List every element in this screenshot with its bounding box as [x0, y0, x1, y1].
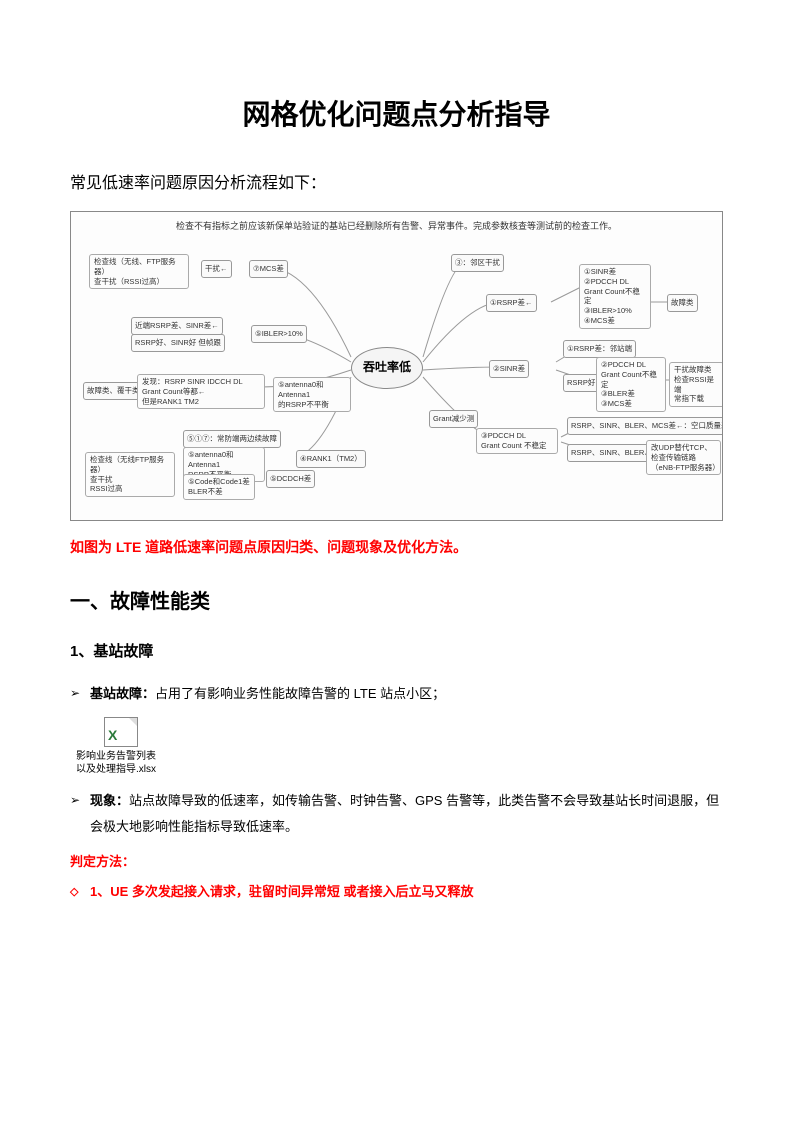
bullet-2: ➢ 现象：站点故障导致的低速率，如传输告警、时钟告警、GPS 告警等，此类告警不… [70, 788, 723, 840]
diagram-caption: 如图为 LTE 道路低速率问题点原因归类、问题现象及优化方法。 [70, 535, 723, 560]
right-node-2: ②SINR差 [489, 360, 529, 378]
excel-file-icon: X [104, 717, 138, 747]
right-node-1-label: ①RSRP差← [486, 294, 537, 312]
left-branch-7: ⑦MCS差 [249, 260, 288, 278]
right-node-2-group: ②PDCCH DLGrant Count不稳定③BLER差③MCS差 [596, 357, 666, 412]
left-node-3-label: 发现：RSRP SINR IDCCH DL Grant Count等都←但是RA… [137, 374, 265, 409]
left-node-2b: RSRP好、SINR好 但帧跟 [131, 334, 225, 352]
bullet-arrow-icon: ➢ [70, 788, 90, 812]
excel-x-glyph: X [108, 723, 117, 748]
right-node-3a: RSRP、SINR、BLER、MCS差←：空口质量差、故障点 [567, 417, 723, 435]
right-node-1: ③：邻区干扰 [451, 254, 504, 272]
bullet-1-text: 基站故障：占用了有影响业务性能故障告警的 LTE 站点小区； [90, 681, 723, 707]
right-node-3: ③PDCCH DLGrant Count 不稳定 [476, 428, 558, 454]
sub-1-heading: 1、基站故障 [70, 638, 723, 665]
bullet-2-content: 站点故障导致的低速率，如传输告警、时钟告警、GPS 告警等，此类告警不会导致基站… [90, 793, 719, 834]
method-1: ◇ 1、UE 多次发起接入请求，驻留时间异常短 或者接入后立马又释放 [70, 880, 723, 903]
left-node-1-box: 检查线（无线、FTP服务器）查干扰（RSSI过高） [89, 254, 189, 289]
bullet-2-text: 现象：站点故障导致的低速率，如传输告警、时钟告警、GPS 告警等，此类告警不会导… [90, 788, 723, 840]
bullet-2-label: 现象： [90, 793, 129, 808]
left-node-4a: ⑤①⑦：常防端两边续故障 [183, 430, 281, 448]
diagram-top-note: 检查不有指标之前应该新保单站验证的基站已经删除所有告警、异常事件。完成参数核查等… [71, 218, 722, 234]
left-node-4-label-b: ⑤DCDCH差 [266, 470, 315, 488]
mindmap-diagram: 检查不有指标之前应该新保单站验证的基站已经删除所有告警、异常事件。完成参数核查等… [70, 211, 723, 521]
file-label: 影响业务告警列表以及处理指导.xlsx [76, 750, 156, 776]
section-1-heading: 一、故障性能类 [70, 584, 723, 620]
bullet-1: ➢ 基站故障：占用了有影响业务性能故障告警的 LTE 站点小区； [70, 681, 723, 707]
left-branch-5: ⑤IBLER>10% [251, 325, 307, 343]
right-node-1-end: 故障类 [667, 294, 698, 312]
left-node-1-label: 干扰← [201, 260, 232, 278]
method-1-text: 1、UE 多次发起接入请求，驻留时间异常短 或者接入后立马又释放 [90, 880, 474, 903]
left-node-4c: ⑤Code和Code1差BLER不差 [183, 474, 255, 500]
right-node-1-group: ①SINR差②PDCCH DLGrant Count不稳定③IBLER>10%④… [579, 264, 651, 329]
file-corner-fold [129, 718, 137, 726]
bullet-1-label: 基站故障： [90, 686, 155, 701]
method-label: 判定方法： [70, 850, 723, 873]
right-node-3-end: 改UDP替代TCP、检查传输链路（eNB-FTP服务器） [646, 440, 721, 475]
file-attachment[interactable]: X 影响业务告警列表以及处理指导.xlsx [76, 717, 196, 776]
left-node-2a: 近端RSRP差、SINR差← [131, 317, 223, 335]
right-node-3-label: Grant减少测 [429, 410, 478, 428]
right-node-2a: ①RSRP差：邻站端 [563, 340, 636, 358]
left-branch-antenna: ⑤antenna0和Antenna1的RSRP不平衡 [273, 377, 351, 412]
left-node-4-box: 检查线（无线FTP服务器）查干扰RSSI过高 [85, 452, 175, 497]
left-node-3-box: 故障类、覆干类 [83, 382, 144, 400]
right-node-2b: RSRP好 [563, 374, 599, 392]
center-node: 吞吐率低 [351, 347, 423, 389]
bullet-1-content: 占用了有影响业务性能故障告警的 LTE 站点小区； [155, 686, 445, 701]
diamond-icon: ◇ [70, 880, 90, 903]
bullet-arrow-icon: ➢ [70, 681, 90, 705]
left-branch-4: ④RANK1（TM2） [296, 450, 366, 468]
intro-subtitle: 常见低速率问题原因分析流程如下： [70, 170, 723, 199]
right-node-2-end: 干扰故障类检查RSSI是端常指下载 [669, 362, 723, 407]
page-title: 网格优化问题点分析指导 [70, 90, 723, 140]
